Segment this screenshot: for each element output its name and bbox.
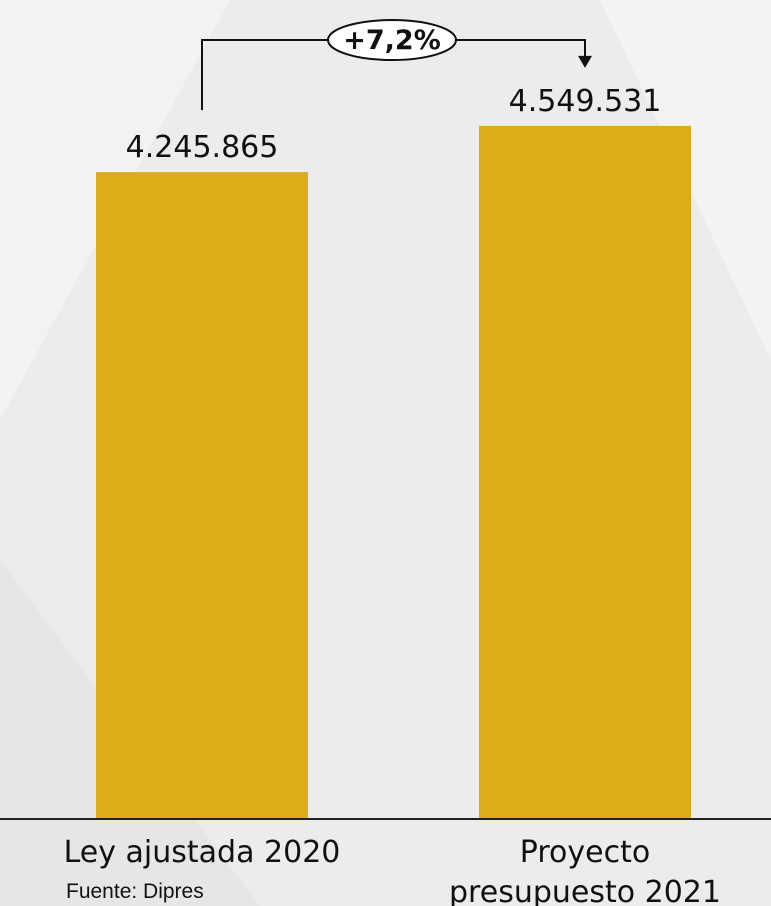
bar-1 bbox=[96, 172, 308, 820]
category-labels-layer: Ley ajustada 2020 Proyecto presupuesto 202… bbox=[64, 835, 721, 906]
category-label-2: Proyecto presupuesto 2021 bbox=[449, 835, 721, 906]
source-note: Fuente: Dipres bbox=[66, 880, 204, 903]
value-labels-layer: 4.245.865 4.549.531 bbox=[126, 84, 662, 165]
value-label-1: 4.245.865 bbox=[126, 130, 279, 165]
change-percentage: +7,2% bbox=[343, 25, 441, 56]
value-label-2: 4.549.531 bbox=[509, 84, 662, 119]
category-label-line: presupuesto 2021 bbox=[449, 875, 721, 906]
category-label-line: Proyecto bbox=[520, 835, 650, 870]
category-label-line: Ley ajustada 2020 bbox=[64, 835, 341, 870]
change-bubble bbox=[327, 19, 457, 61]
arrow-down-icon bbox=[578, 55, 592, 68]
category-label-1: Ley ajustada 2020 bbox=[64, 835, 341, 870]
bar-2 bbox=[479, 125, 691, 819]
change-annotation: +7,2% bbox=[201, 19, 592, 111]
bars-layer bbox=[96, 125, 691, 820]
